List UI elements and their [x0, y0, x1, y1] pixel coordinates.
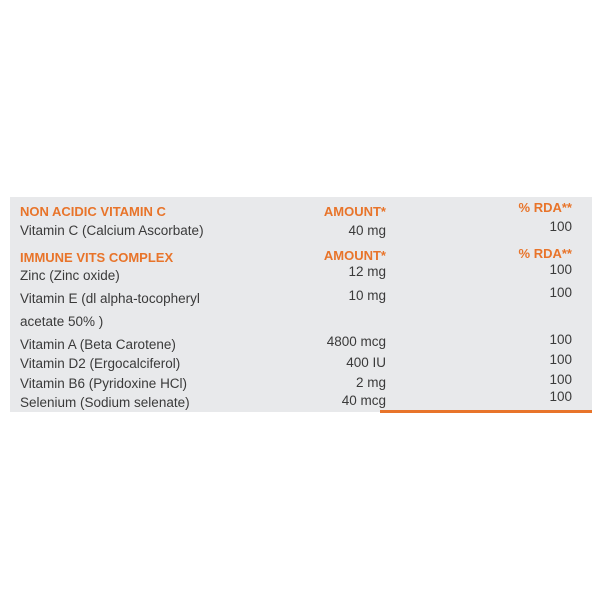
table-row: Vitamin D2 (Ergocalciferol) 400 IU 100: [10, 352, 592, 376]
table-row: Vitamin C (Calcium Ascorbate) 40 mg 100: [10, 219, 592, 243]
table-row: Vitamin E (dl alpha-tocopheryl acetate 5…: [10, 285, 592, 329]
nutrient-name: Vitamin A (Beta Carotene): [20, 337, 176, 352]
nutrient-amount: 4800 mcg: [326, 334, 386, 349]
nutrient-amount: 40 mcg: [341, 393, 386, 408]
rda-header: % RDA**: [518, 246, 572, 261]
nutrient-amount: 400 IU: [346, 355, 386, 370]
section-header-row: NON ACIDIC VITAMIN C AMOUNT* % RDA**: [10, 200, 592, 224]
nutrient-name-continued: acetate 50% ): [20, 314, 104, 329]
table-row: Zinc (Zinc oxide) 12 mg 100: [10, 262, 592, 288]
table-row: Selenium (Sodium selenate) 40 mcg 100: [10, 389, 592, 415]
nutrient-rda: 100: [549, 262, 572, 277]
nutrient-rda: 100: [549, 332, 572, 347]
orange-accent-strip: [380, 410, 592, 413]
table-row: Vitamin A (Beta Carotene) 4800 mcg 100: [10, 332, 592, 357]
nutrient-rda: 100: [549, 389, 572, 404]
table-row: Vitamin B6 (Pyridoxine HCl) 2 mg 100: [10, 372, 592, 396]
nutrient-rda: 100: [549, 285, 572, 300]
rda-header: % RDA**: [518, 200, 572, 215]
nutrient-name: Vitamin E (dl alpha-tocopheryl: [20, 291, 200, 306]
nutrient-rda: 100: [549, 352, 572, 367]
nutrient-amount: 40 mg: [348, 223, 386, 238]
section-heading: IMMUNE VITS COMPLEX: [20, 250, 174, 265]
nutrient-amount: 12 mg: [348, 264, 386, 279]
nutrient-name: Zinc (Zinc oxide): [20, 268, 120, 283]
amount-header: AMOUNT*: [323, 248, 386, 263]
section-heading: NON ACIDIC VITAMIN C: [20, 204, 166, 219]
nutrient-name: Selenium (Sodium selenate): [20, 395, 190, 410]
nutrient-amount: 10 mg: [348, 288, 386, 303]
nutrient-name: Vitamin D2 (Ergocalciferol): [20, 356, 181, 371]
nutrient-rda: 100: [549, 219, 572, 234]
nutrient-name: Vitamin B6 (Pyridoxine HCl): [20, 376, 188, 391]
amount-header: AMOUNT*: [323, 204, 386, 219]
nutrient-amount: 2 mg: [355, 375, 386, 390]
nutrition-table-panel: NON ACIDIC VITAMIN C AMOUNT* % RDA** Vit…: [10, 197, 592, 412]
nutrient-rda: 100: [549, 372, 572, 387]
section-header-row: IMMUNE VITS COMPLEX AMOUNT* % RDA**: [10, 246, 592, 270]
nutrient-name: Vitamin C (Calcium Ascorbate): [20, 223, 204, 238]
